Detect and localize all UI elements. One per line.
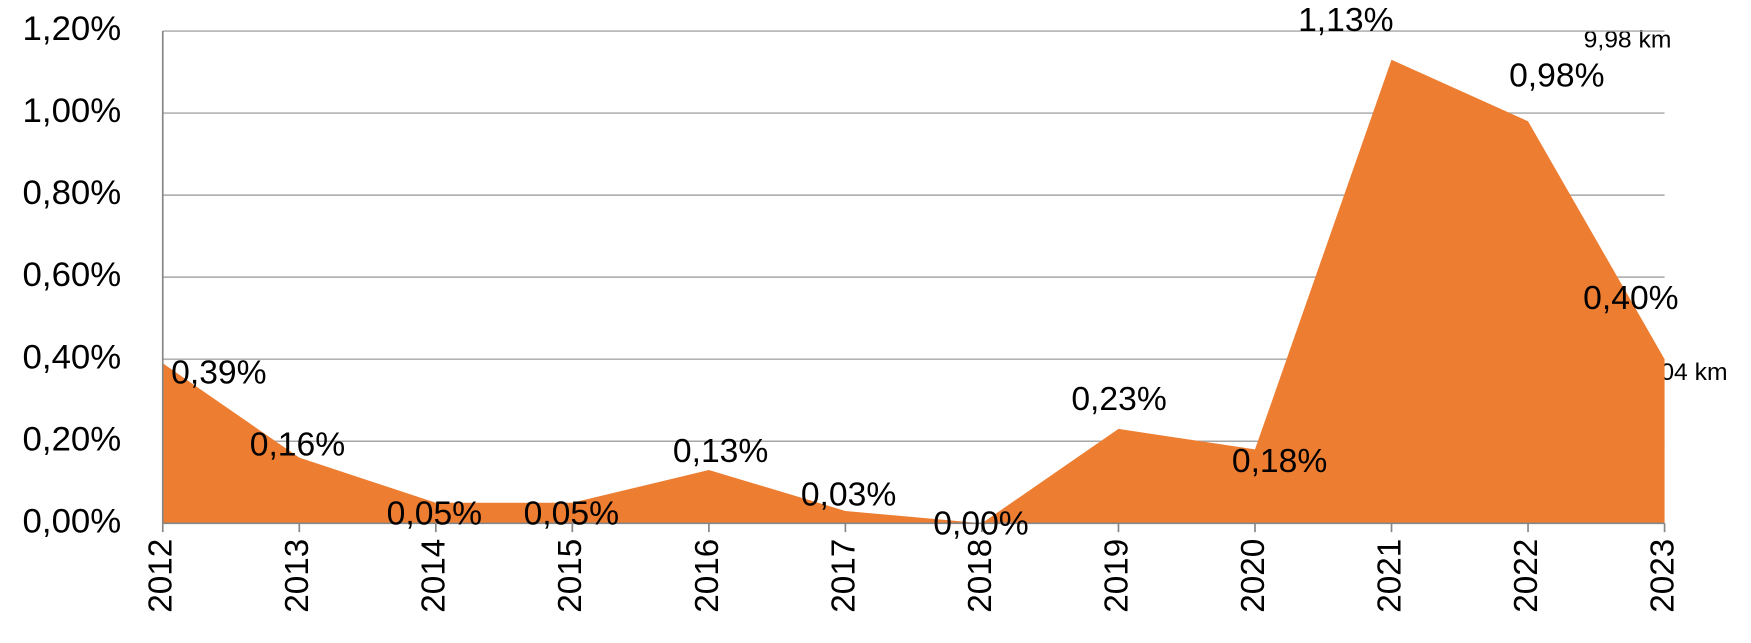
value-label: 0,16% (250, 427, 345, 464)
value-label: 0,18% (1232, 443, 1327, 480)
x-tick-label: 2023 (1644, 539, 1681, 613)
y-tick-label: 0,20% (23, 421, 122, 459)
y-tick-label: 0,60% (23, 256, 122, 294)
value-label: 0,23% (1071, 381, 1166, 418)
value-label: 0,13% (673, 433, 768, 470)
y-tick-label: 1,00% (23, 92, 122, 130)
area (162, 59, 1665, 524)
x-tick-label: 2021 (1371, 539, 1408, 613)
x-tick-label: 2012 (142, 539, 179, 613)
y-tick-label: 1,20% (23, 10, 122, 48)
x-tick-label: 2022 (1508, 539, 1545, 613)
y-tick-label: 0,40% (23, 338, 122, 376)
x-tick-label: 2020 (1235, 539, 1272, 613)
value-label: 0,03% (801, 477, 896, 514)
x-tick-label: 2019 (1098, 539, 1135, 613)
x-tick-label: 2016 (689, 539, 726, 613)
value-label: 0,05% (387, 495, 482, 532)
x-tick-label: 2014 (416, 539, 453, 613)
value-label: 0,05% (524, 495, 619, 532)
value-label: 1,13% (1298, 2, 1393, 39)
value-label: 0,00% (933, 505, 1028, 542)
value-label: 0,98% (1509, 58, 1604, 95)
value-label: 0,40% (1583, 280, 1678, 317)
x-tick-label: 2018 (962, 539, 999, 613)
value-label: 0,39% (171, 355, 266, 392)
x-tick-label: 2015 (552, 539, 589, 613)
x-tick-label: 2013 (279, 539, 316, 613)
y-tick-label: 0,80% (23, 174, 122, 212)
x-tick-label: 2017 (825, 539, 862, 613)
y-tick-label: 0,00% (23, 503, 122, 541)
